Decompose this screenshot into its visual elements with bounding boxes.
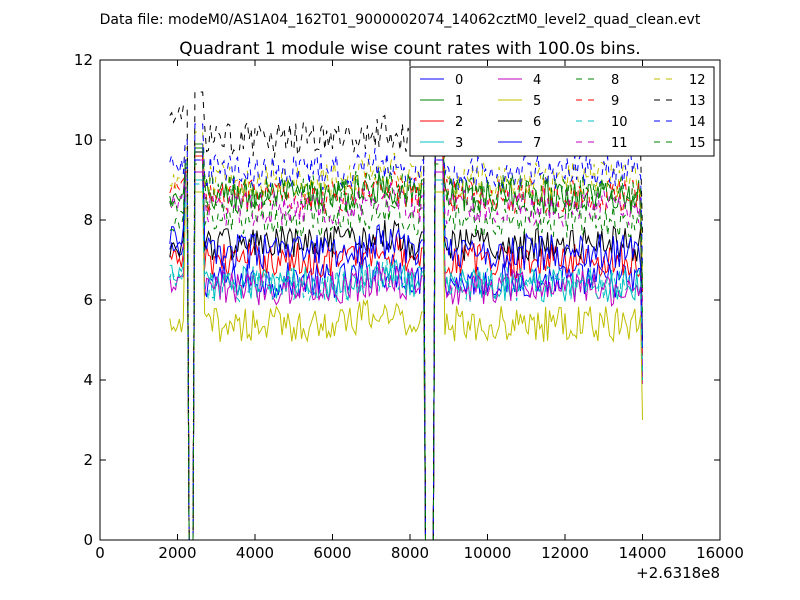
series-line xyxy=(169,191,643,541)
x-axis: 0 2000 4000 6000 8000 10000 12000 14000 16000 xyxy=(95,60,744,562)
x-tick-label: 10000 xyxy=(464,544,512,562)
series-line xyxy=(169,151,643,541)
legend-label: 0 xyxy=(455,73,463,88)
x-tick-label: 12000 xyxy=(541,544,589,562)
y-tick-label: 12 xyxy=(74,51,93,69)
x-tick-label: 0 xyxy=(95,544,105,562)
x-tick-label: 14000 xyxy=(619,544,667,562)
legend-label: 5 xyxy=(533,94,541,109)
y-tick-label: 8 xyxy=(83,211,93,229)
y-tick-label: 2 xyxy=(83,451,93,469)
legend-box xyxy=(409,66,715,157)
x-tick-label: 8000 xyxy=(391,544,429,562)
series-line xyxy=(169,155,643,541)
series-line xyxy=(169,183,643,541)
series-line xyxy=(169,171,643,541)
legend-label: 11 xyxy=(611,136,628,151)
legend-label: 4 xyxy=(533,73,541,88)
series-line xyxy=(169,123,643,541)
series-line xyxy=(169,179,643,541)
series-line xyxy=(169,147,643,541)
x-tick-label: 6000 xyxy=(313,544,351,562)
series-line xyxy=(169,91,643,541)
legend-label: 10 xyxy=(611,115,628,130)
legend-label: 6 xyxy=(533,115,541,130)
legend-label: 12 xyxy=(689,73,706,88)
legend-label: 2 xyxy=(455,115,463,130)
series-line xyxy=(169,131,643,541)
x-tick-label: 2000 xyxy=(158,544,196,562)
chart-suptitle: Data file: modeM0/AS1A04_162T01_90000020… xyxy=(100,12,701,28)
legend-label: 14 xyxy=(689,115,706,130)
legend-label: 1 xyxy=(455,94,463,109)
legend-label: 7 xyxy=(533,136,541,151)
plot-lines xyxy=(169,91,643,541)
y-tick-label: 6 xyxy=(83,291,93,309)
y-tick-label: 4 xyxy=(83,371,93,389)
legend-label: 13 xyxy=(689,94,706,109)
y-tick-label: 0 xyxy=(83,531,93,549)
chart-title: Quadrant 1 module wise count rates with … xyxy=(179,39,640,59)
legend-label: 3 xyxy=(455,136,463,151)
x-offset-label: +2.6318e8 xyxy=(636,564,720,582)
series-line xyxy=(169,163,643,541)
legend-label: 8 xyxy=(611,73,619,88)
series-line xyxy=(169,143,643,541)
legend-label: 9 xyxy=(611,94,619,109)
y-tick-label: 10 xyxy=(74,131,93,149)
legend-label: 15 xyxy=(689,136,706,151)
series-line xyxy=(169,155,643,541)
x-tick-label: 16000 xyxy=(696,544,744,562)
series-line xyxy=(169,143,643,541)
x-tick-label: 4000 xyxy=(236,544,274,562)
